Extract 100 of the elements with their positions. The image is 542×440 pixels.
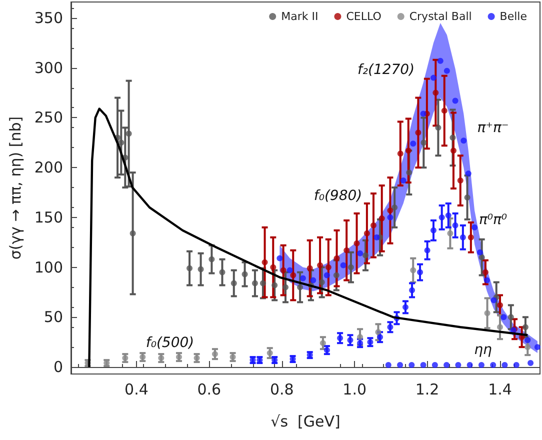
legend-label: CELLO [346,10,382,23]
x-axis-title: √s [GeV] [270,412,340,430]
point [260,280,266,286]
point [357,250,364,256]
point [406,170,412,176]
point [318,279,325,286]
point [297,284,304,290]
point [272,282,278,288]
point [430,227,436,234]
y-tick-label: 200 [34,158,63,177]
point [452,222,458,228]
point [490,362,496,368]
point [408,362,415,368]
annotation: f₂(1270) [357,62,415,78]
point [420,140,427,146]
point [409,287,416,294]
point [460,138,467,144]
point [447,230,454,236]
x-tick-label: 0.8 [270,380,294,398]
point [333,272,340,278]
point [252,280,258,286]
point [472,224,478,230]
point [397,150,404,157]
point [457,178,464,184]
point [130,230,136,236]
point [432,90,439,96]
point [286,267,293,274]
point [290,272,296,278]
point [402,304,408,310]
point [417,269,424,276]
legend-label: Mark II [281,10,318,23]
point [464,194,470,200]
point [126,130,132,137]
point [450,148,456,154]
point [432,362,438,368]
annotation: ηη [474,342,492,358]
point [490,297,497,304]
point [497,302,504,308]
x-tick-label: 0.6 [197,380,222,398]
point [410,140,416,147]
y-tick-label: 100 [34,258,63,276]
point [522,324,528,330]
y-tick-label: 350 [34,8,63,27]
point [450,134,456,141]
point [508,314,514,320]
point [364,230,370,236]
point [324,272,330,278]
point [513,362,520,368]
point [497,324,504,330]
point [400,178,406,184]
point [410,267,416,274]
point [387,214,394,220]
point [528,360,534,366]
point [325,264,332,270]
point [500,314,507,320]
x-tick-label: 0.4 [124,380,148,398]
y-tick-label: 0 [53,358,63,376]
point [424,247,430,254]
y-tick-label: 300 [34,58,63,77]
point [482,269,488,276]
y-tick-label: 50 [44,308,63,326]
point [362,252,368,258]
point [262,259,268,266]
point [230,280,237,286]
point [320,340,326,346]
point [198,266,204,272]
legend-label: Belle [500,10,528,23]
annotation: f₀(500) [146,335,194,351]
point [186,265,193,272]
x-tick-label: 1.4 [488,380,512,398]
point [455,362,462,368]
y-tick-label: 150 [34,208,63,226]
point [385,362,392,368]
point [466,362,473,368]
point [374,234,380,240]
point [444,362,450,368]
point [420,362,426,368]
point [478,362,484,368]
point [524,344,531,350]
point [444,68,450,74]
point [438,214,445,220]
point [468,234,474,240]
x-tick-label: 1.0 [342,380,367,398]
point [310,277,316,284]
point [415,130,422,136]
point [344,247,350,254]
annotation: f₀(980) [314,188,362,204]
y-tick-label: 250 [34,108,63,127]
point [441,108,448,114]
y-axis-title: σ(γγ → ππ, ηη) [nb] [6,116,24,260]
line-series [88,108,529,368]
point [452,98,458,104]
point [430,74,436,81]
point [387,207,394,214]
point [460,234,466,240]
point [437,58,444,64]
point [118,140,124,146]
x-tick-label: 1.2 [415,380,440,398]
point [397,362,404,368]
point [300,275,306,282]
